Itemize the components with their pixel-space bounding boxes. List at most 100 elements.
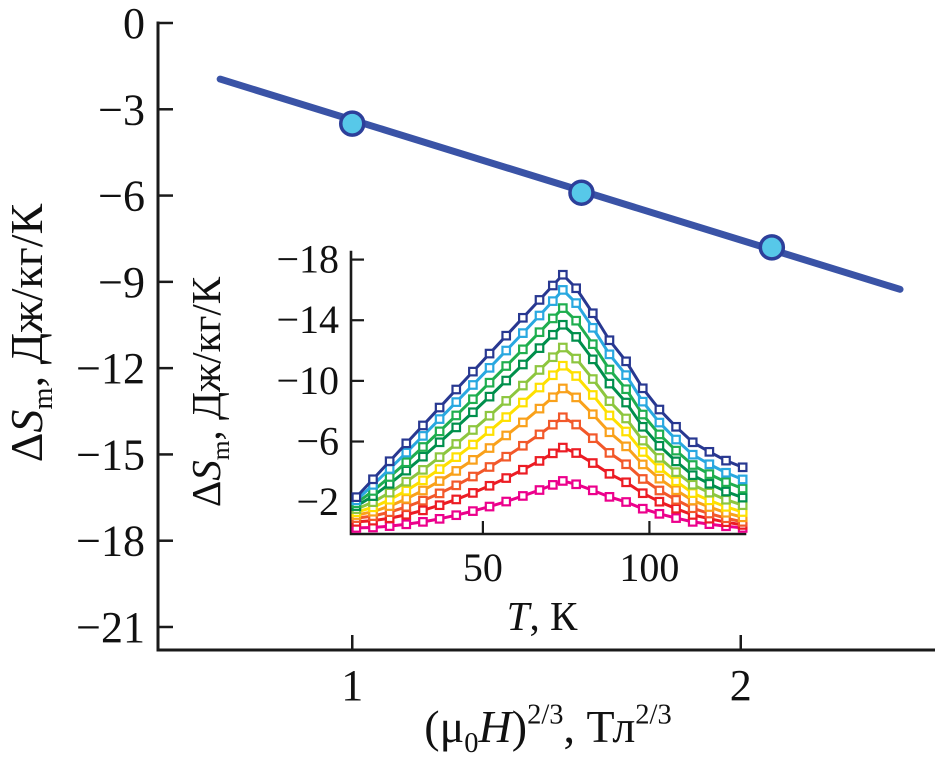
curve-10-marker <box>468 506 478 516</box>
curve-7-marker <box>468 455 478 465</box>
curve-2-marker <box>434 414 445 424</box>
curve-9-marker <box>534 456 545 466</box>
curve-5-marker <box>401 476 412 487</box>
curve-10-marker <box>587 485 598 496</box>
inset-curve-6 <box>351 360 748 518</box>
curve-3-marker <box>637 409 648 420</box>
curve-5-marker <box>501 396 512 406</box>
curve-9-marker <box>547 448 558 459</box>
curve-1-marker <box>604 335 615 346</box>
curve-7-marker <box>557 383 568 394</box>
curve-5-marker <box>547 352 558 363</box>
main-x-axis-label: (μ0H)2/3, Тл2/3 <box>424 700 671 760</box>
curve-6-line <box>355 364 744 514</box>
curve-2-marker <box>484 362 495 373</box>
curve-3-marker <box>468 394 478 405</box>
curve-1-marker <box>571 283 581 294</box>
curve-4-marker <box>451 422 462 433</box>
curve-9-marker <box>401 509 412 520</box>
curve-3-marker <box>604 364 615 375</box>
curve-1-marker <box>518 312 528 323</box>
curve-8-marker <box>621 459 631 470</box>
curve-2-marker <box>571 298 581 308</box>
curve-9-marker <box>451 494 462 505</box>
curve-8-marker <box>534 429 545 440</box>
inset-y-axis-label: ΔSm, Дж/кг/К <box>183 276 235 507</box>
curve-9-marker <box>518 464 528 475</box>
curve-2-marker <box>451 397 462 407</box>
main-x-tick-label: 1 <box>341 661 363 710</box>
curve-8-marker <box>434 488 445 499</box>
curve-6-marker <box>418 475 428 486</box>
curve-9-marker <box>671 503 681 514</box>
curve-1-marker <box>737 462 748 473</box>
curve-1-marker <box>654 404 665 415</box>
curve-1-marker <box>671 421 681 432</box>
curve-4-marker <box>534 343 545 353</box>
curve-3-marker <box>687 460 698 470</box>
curve-7-marker <box>604 427 615 438</box>
curve-5-marker <box>468 425 478 435</box>
data-point <box>568 179 595 206</box>
curve-4-marker <box>687 470 698 481</box>
curve-6-marker <box>654 463 665 473</box>
curve-3-marker <box>721 477 731 487</box>
inset-y-tick-label: −14 <box>276 297 339 342</box>
inset-y-tick-label: −10 <box>276 358 339 403</box>
curve-6-marker <box>704 495 715 506</box>
data-point <box>339 110 366 137</box>
curve-8-marker <box>687 503 698 514</box>
curve-2-marker <box>547 296 558 306</box>
curve-6-marker <box>637 447 648 457</box>
curve-5-marker <box>587 374 598 384</box>
curve-2-marker <box>418 431 428 441</box>
curve-8-marker <box>451 480 462 491</box>
curve-4-marker <box>571 332 581 342</box>
curve-6-marker <box>557 360 568 371</box>
curve-7-marker <box>571 392 581 403</box>
main-y-tick-label: −12 <box>76 344 145 393</box>
curve-5-marker <box>737 500 748 511</box>
curve-2-marker <box>384 464 395 474</box>
inset-x-tick-label: 50 <box>463 545 503 590</box>
curve-6-marker <box>501 412 512 422</box>
curve-1-marker <box>484 348 495 359</box>
curve-4-marker <box>501 375 512 386</box>
curve-5-marker <box>557 342 568 353</box>
inset-curve-4 <box>351 319 748 511</box>
curve-1-marker <box>587 308 598 319</box>
curve-2-marker <box>518 328 528 338</box>
main-y-tick-label: −3 <box>98 85 145 134</box>
curve-10-marker <box>604 492 615 502</box>
curve-5-marker <box>571 353 581 364</box>
curve-3-marker <box>418 442 428 452</box>
curve-3-marker <box>518 344 528 355</box>
curve-1-marker <box>637 383 648 394</box>
curve-4-marker <box>721 486 731 497</box>
curve-5-marker <box>434 452 445 462</box>
curve-3-marker <box>501 361 512 371</box>
main-y-tick-label: −15 <box>76 430 145 479</box>
curve-3-marker <box>654 429 665 440</box>
curve-5-marker <box>687 479 698 490</box>
curve-4-marker <box>401 465 412 476</box>
curve-3-marker <box>384 472 395 482</box>
curve-7-marker <box>518 417 528 428</box>
curve-3-marker <box>557 303 568 313</box>
curve-5-marker <box>721 494 731 505</box>
curve-8-marker <box>501 451 512 462</box>
curve-4-marker <box>621 397 631 408</box>
curve-7-marker <box>671 485 681 496</box>
curve-10-marker <box>384 521 395 531</box>
curve-3-marker <box>587 339 598 350</box>
curve-1-marker <box>468 366 478 377</box>
curve-7-marker <box>434 476 445 486</box>
curve-3-marker <box>451 410 462 421</box>
curve-5-marker <box>671 467 681 477</box>
curve-10-marker <box>654 508 665 519</box>
curve-5-marker <box>621 413 631 424</box>
curve-4-marker <box>434 437 445 448</box>
inset-curve-1 <box>351 269 748 503</box>
curve-6-marker <box>451 452 462 462</box>
